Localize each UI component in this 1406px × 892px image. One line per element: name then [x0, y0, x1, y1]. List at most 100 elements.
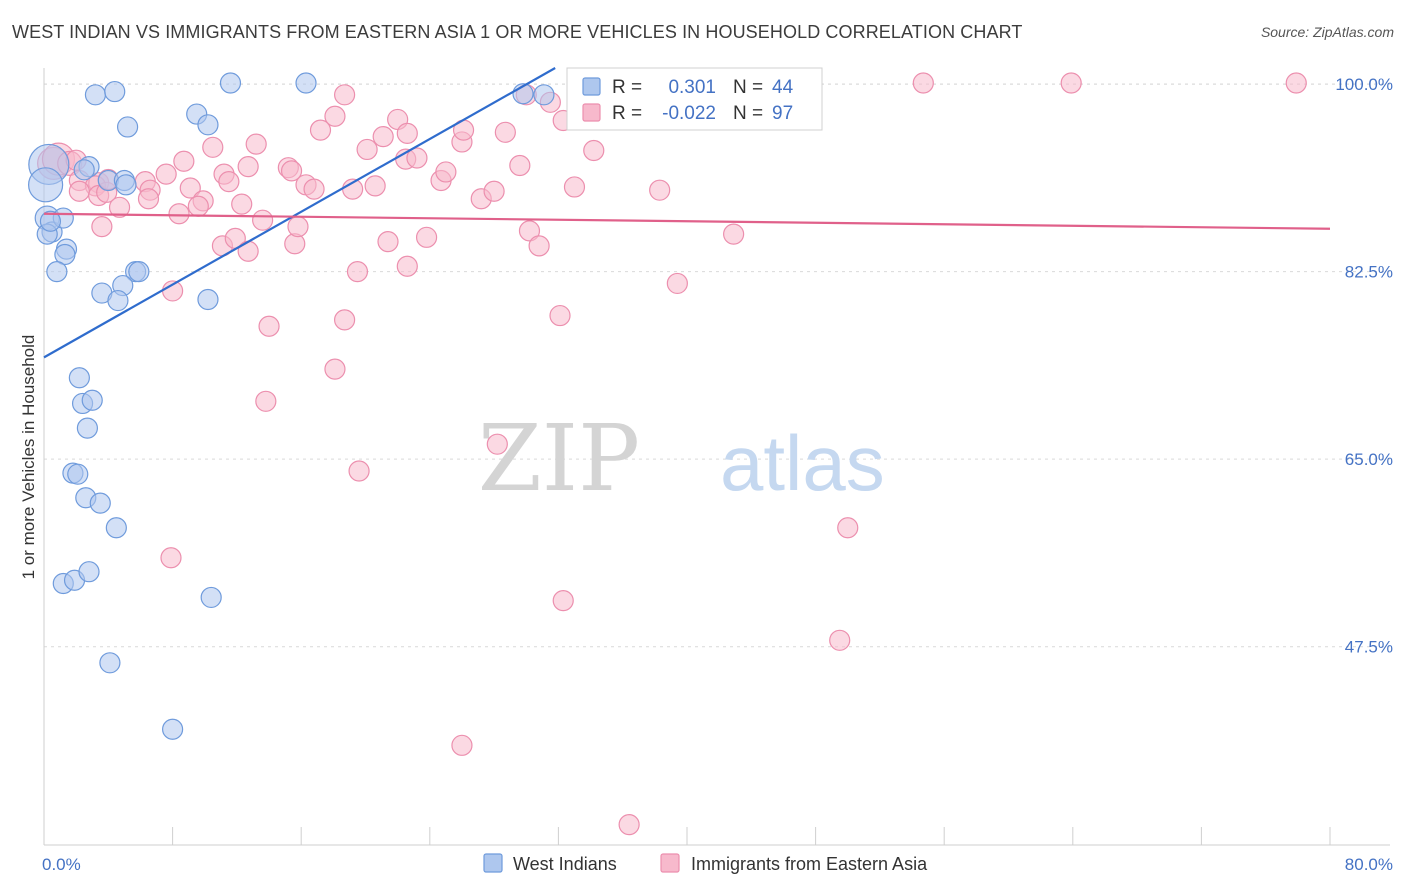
west-indians-point — [128, 261, 150, 283]
eastern-asia-point — [258, 315, 280, 337]
eastern-asia-point — [252, 209, 274, 231]
eastern-asia-point — [377, 231, 399, 253]
chart-title: WEST INDIAN VS IMMIGRANTS FROM EASTERN A… — [12, 22, 1023, 42]
x-tick-labels: 0.0% 80.0% — [42, 855, 1393, 874]
eastern-asia-point — [187, 195, 209, 217]
eastern-asia-point — [406, 147, 428, 169]
bottom-legend-swatch-west-indians — [483, 853, 503, 873]
legend-swatch-blue — [582, 77, 601, 96]
eastern-asia-point — [324, 105, 346, 127]
eastern-asia-point — [649, 179, 671, 201]
eastern-asia-point — [618, 814, 640, 836]
eastern-asia-point — [912, 72, 934, 94]
west-indians-point — [67, 463, 89, 485]
west-indians-point — [39, 210, 62, 232]
eastern-asia-point — [583, 139, 605, 162]
west-indians-point — [219, 72, 242, 94]
eastern-asia-point — [563, 176, 586, 198]
west-indians-point — [99, 652, 121, 674]
eastern-asia-point — [68, 180, 90, 202]
y-tick-label: 82.5% — [1345, 263, 1393, 282]
legend-n-value-1: 44 — [772, 77, 794, 98]
west-indians-point — [200, 586, 222, 609]
legend-r-label-2: R = — [612, 103, 642, 124]
axes — [43, 68, 1390, 846]
watermark: ZIP atlas — [478, 405, 885, 512]
y-tick-label: 65.0% — [1345, 450, 1393, 469]
watermark-atlas: atlas — [720, 419, 885, 507]
eastern-asia-point — [284, 233, 306, 255]
eastern-asia-point — [255, 390, 277, 412]
eastern-asia-point — [372, 125, 394, 148]
west-indians-point — [81, 389, 103, 411]
eastern-asia-point — [435, 161, 457, 183]
eastern-asia-point — [155, 163, 177, 185]
bottom-legend-swatch-eastern-asia — [660, 853, 680, 873]
y-tick-labels: 100.0% 82.5% 65.0% 47.5% — [1335, 75, 1393, 657]
west-indians-trend-line — [43, 67, 556, 359]
eastern-asia-point — [356, 138, 378, 161]
west-indians-point — [89, 492, 111, 514]
trend-lines — [43, 67, 1331, 359]
series-legend: West Indians Immigrants from Eastern Asi… — [483, 853, 928, 874]
west-indians-point — [533, 84, 555, 106]
legend-r-value-1: 0.301 — [668, 77, 716, 98]
watermark-zip: ZIP — [478, 405, 640, 512]
eastern-asia-point — [528, 235, 550, 257]
legend-r-value-2: -0.022 — [662, 103, 716, 124]
eastern-asia-point — [396, 255, 418, 277]
eastern-asia-point — [237, 240, 259, 262]
eastern-asia-point — [334, 84, 356, 106]
eastern-asia-point — [396, 122, 418, 144]
eastern-asia-point — [415, 226, 438, 248]
eastern-asia-point — [483, 180, 505, 202]
eastern-asia-point — [324, 358, 346, 380]
legend-n-label-1: N = — [733, 77, 763, 98]
eastern-asia-point — [837, 517, 859, 539]
eastern-asia-point — [723, 223, 745, 245]
west-indians-point — [76, 417, 99, 439]
west-indians-point — [54, 243, 76, 266]
eastern-asia-point — [1060, 72, 1082, 94]
eastern-asia-point — [1285, 72, 1307, 94]
y-tick-label: 100.0% — [1335, 75, 1393, 94]
eastern-asia-point — [245, 133, 267, 155]
eastern-asia-point — [346, 261, 369, 283]
eastern-asia-point — [494, 121, 516, 143]
bottom-legend-eastern-asia: Immigrants from Eastern Asia — [691, 854, 928, 874]
eastern-asia-point — [334, 309, 356, 331]
eastern-asia-point — [218, 171, 240, 193]
west-indians-point — [78, 561, 100, 583]
west-indians-point — [46, 261, 68, 283]
west-indians-point — [73, 159, 95, 181]
eastern-asia-point — [160, 547, 182, 569]
x-tick-label-min: 0.0% — [42, 855, 81, 874]
west-indians-point — [197, 114, 219, 136]
eastern-asia-point — [168, 203, 190, 225]
legend-n-label-2: N = — [733, 103, 763, 124]
west-indians-point — [116, 116, 139, 138]
west-indians-point — [84, 84, 107, 106]
legend-swatch-pink — [582, 103, 601, 122]
eastern-asia-point — [237, 155, 259, 178]
eastern-asia-point — [509, 154, 531, 177]
chart-source: Source: ZipAtlas.com — [1260, 24, 1394, 40]
eastern-asia-point — [451, 734, 473, 756]
eastern-asia-point — [549, 304, 571, 327]
west-indians-point — [107, 289, 129, 312]
y-tick-label: 47.5% — [1345, 638, 1393, 657]
west-indians-point — [28, 167, 64, 203]
eastern-asia-point — [91, 216, 113, 238]
eastern-asia-point — [231, 193, 253, 215]
west-indians-point — [68, 367, 90, 389]
west-indians-point — [162, 718, 184, 740]
eastern-asia-point — [552, 590, 574, 612]
west-indians-point — [105, 517, 127, 539]
eastern-asia-point — [829, 629, 851, 651]
eastern-asia-point — [666, 272, 688, 295]
eastern-asia-point — [303, 178, 325, 200]
y-axis-label: 1 or more Vehicles in Household — [19, 335, 38, 580]
west-indians-point — [295, 72, 317, 94]
legend-n-value-2: 97 — [772, 103, 793, 124]
west-indians-point — [115, 174, 137, 196]
